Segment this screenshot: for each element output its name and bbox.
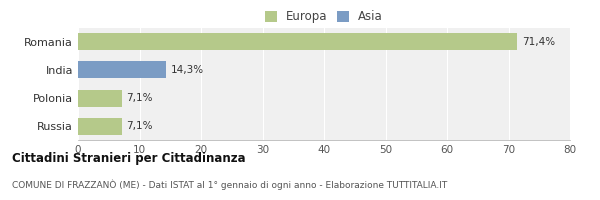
Bar (78, 33, 517, 50)
Text: 14,3%: 14,3% (171, 65, 204, 75)
Bar (78, 90, 122, 107)
Legend: Europa, Asia: Europa, Asia (263, 8, 385, 26)
Bar (78, 118, 122, 135)
Text: Cittadini Stranieri per Cittadinanza: Cittadini Stranieri per Cittadinanza (12, 152, 245, 165)
Text: COMUNE DI FRAZZANÒ (ME) - Dati ISTAT al 1° gennaio di ogni anno - Elaborazione T: COMUNE DI FRAZZANÒ (ME) - Dati ISTAT al … (12, 180, 447, 190)
Bar (78, 61, 166, 78)
Text: 71,4%: 71,4% (522, 37, 555, 47)
Text: 7,1%: 7,1% (127, 121, 153, 131)
Text: 7,1%: 7,1% (127, 93, 153, 103)
